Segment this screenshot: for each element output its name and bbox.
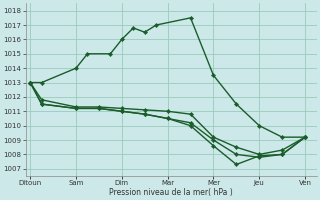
X-axis label: Pression niveau de la mer( hPa ): Pression niveau de la mer( hPa ) <box>109 188 233 197</box>
